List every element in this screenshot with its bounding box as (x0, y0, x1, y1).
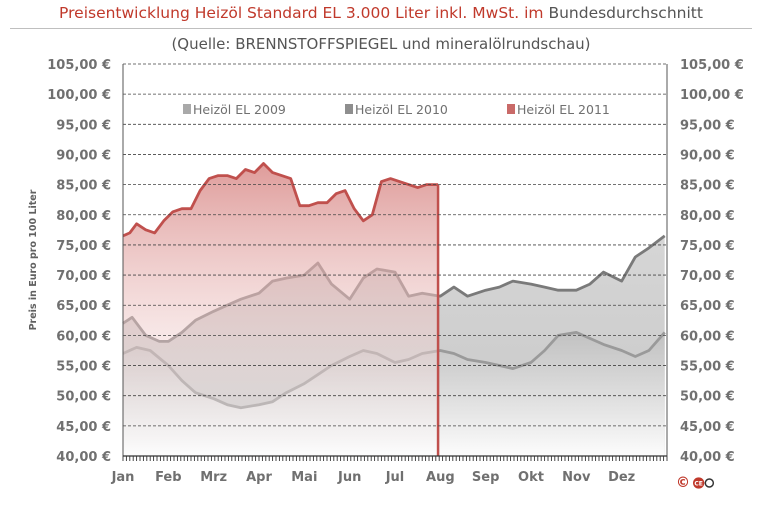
x-tick-label-mrz: Mrz (200, 470, 227, 485)
y-tick-label-right: 80,00 € (680, 209, 735, 224)
x-tick-label-apr: Apr (246, 470, 272, 485)
y-tick-label-left: 85,00 € (56, 179, 111, 194)
y-tick-label-left: 45,00 € (56, 420, 111, 435)
x-tick-label-mai: Mai (291, 470, 317, 485)
series-2011-area (123, 163, 439, 456)
series-2011-line (122, 162, 439, 238)
y-tick-label-right: 85,00 € (680, 179, 735, 194)
chart-title-tail: Bundesdurchschnitt (548, 4, 703, 22)
y-tick-label-right: 95,00 € (680, 118, 735, 133)
y-tick-label-right: 60,00 € (680, 329, 735, 344)
ceo-logo: CE (693, 477, 715, 489)
y-tick-label-left: 90,00 € (56, 148, 111, 163)
legend-label-series-2009: Heizöl EL 2009 (193, 102, 286, 117)
x-tick-label-jan: Jan (111, 470, 135, 485)
y-tick-label-left: 75,00 € (56, 239, 111, 254)
legend-swatch-series-2010 (345, 104, 353, 114)
y-tick-label-left: 55,00 € (56, 360, 111, 375)
x-tick-label-jul: Jul (385, 470, 405, 485)
legend-swatch-series-2009 (183, 104, 191, 114)
y-tick-label-left: 40,00 € (56, 450, 111, 465)
x-tick-label-dez: Dez (608, 470, 635, 485)
legend-label-series-2011: Heizöl EL 2011 (517, 102, 610, 117)
y-tick-label-left: 105,00 € (47, 58, 111, 73)
y-tick-label-left: 100,00 € (47, 88, 111, 103)
chart-title-main: Preisentwicklung Heizöl Standard EL 3.00… (59, 4, 544, 22)
y-axis-label: Preis in Euro pro 100 Liter (28, 189, 39, 330)
x-tick-label-jun: Jun (337, 470, 361, 485)
chart-subtitle: (Quelle: BRENNSTOFFSPIEGEL und mineralöl… (171, 35, 591, 53)
y-tick-label-right: 75,00 € (680, 239, 735, 254)
chart-title: Preisentwicklung Heizöl Standard EL 3.00… (0, 4, 762, 22)
y-tick-label-right: 65,00 € (680, 299, 735, 314)
x-tick-label-aug: Aug (426, 470, 455, 485)
y-tick-label-right: 45,00 € (680, 420, 735, 435)
x-tick-label-feb: Feb (155, 470, 181, 485)
y-tick-label-right: 70,00 € (680, 269, 735, 284)
copyright-symbol: © (676, 475, 690, 491)
y-tick-label-right: 50,00 € (680, 390, 735, 405)
x-tick-label-nov: Nov (562, 470, 591, 485)
svg-text:CE: CE (694, 481, 703, 488)
y-tick-label-right: 100,00 € (680, 88, 744, 103)
x-tick-label-okt: Okt (518, 470, 544, 485)
y-tick-label-left: 80,00 € (56, 209, 111, 224)
x-tick-label-sep: Sep (472, 470, 500, 485)
y-tick-label-right: 40,00 € (680, 450, 735, 465)
y-tick-label-left: 95,00 € (56, 118, 111, 133)
legend-label-series-2010: Heizöl EL 2010 (355, 102, 448, 117)
y-tick-label-right: 55,00 € (680, 360, 735, 375)
y-tick-label-left: 50,00 € (56, 390, 111, 405)
y-tick-label-left: 60,00 € (56, 329, 111, 344)
y-tick-label-left: 70,00 € (56, 269, 111, 284)
legend-swatch-series-2011 (507, 104, 515, 114)
title-divider (10, 28, 752, 29)
y-tick-label-right: 90,00 € (680, 148, 735, 163)
y-tick-label-right: 105,00 € (680, 58, 744, 73)
y-tick-label-left: 65,00 € (56, 299, 111, 314)
copyright-mark: © CE (676, 472, 716, 494)
